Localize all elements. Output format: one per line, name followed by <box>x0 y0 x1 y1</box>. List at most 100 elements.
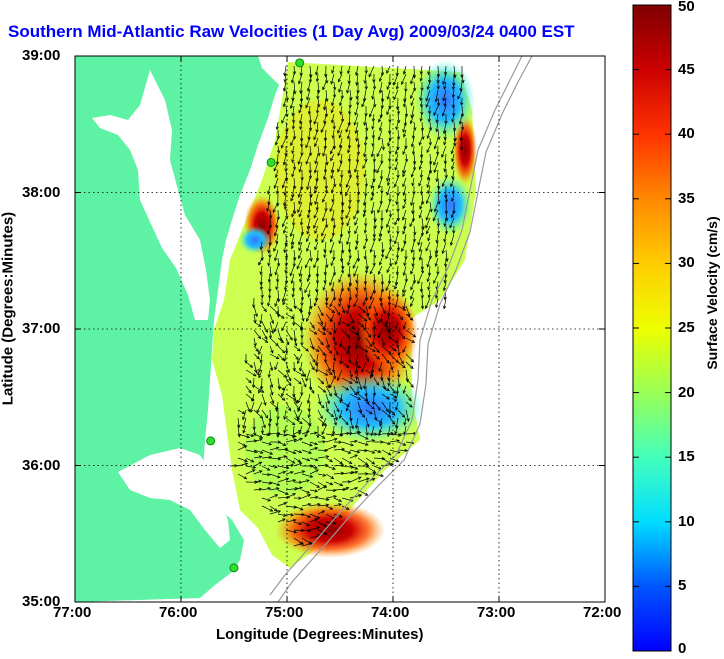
velocity-arrow <box>421 153 423 164</box>
velocity-arrow <box>314 177 319 190</box>
velocity-arrow-head <box>273 167 277 172</box>
velocity-arrow <box>333 321 336 334</box>
velocity-arrow-head <box>339 343 343 348</box>
velocity-arrow <box>387 305 391 316</box>
velocity-arrow <box>349 273 351 286</box>
velocity-arrow-head <box>289 105 294 110</box>
velocity-arrow <box>277 502 287 507</box>
velocity-arrow <box>381 281 384 292</box>
velocity-arrow <box>292 89 295 101</box>
velocity-arrow-head <box>354 425 359 429</box>
velocity-arrow-head <box>283 191 287 196</box>
velocity-arrow <box>338 81 343 93</box>
velocity-arrow-head <box>290 463 295 467</box>
velocity-arrow-head <box>359 409 363 414</box>
velocity-arrow-head <box>338 144 343 149</box>
velocity-arrow-head <box>284 280 289 285</box>
velocity-arrow-head <box>373 254 377 259</box>
velocity-arrow-head <box>254 480 259 484</box>
x-tick-label: 77:00 <box>53 604 92 621</box>
velocity-arrow-head <box>365 436 369 440</box>
velocity-arrow-head <box>354 222 358 226</box>
velocity-arrow-head <box>435 178 439 183</box>
velocity-arrow-head <box>326 344 330 349</box>
velocity-arrow-head <box>242 416 246 421</box>
velocity-arrow-head <box>403 240 407 245</box>
velocity-arrow <box>285 89 288 101</box>
velocity-arrow-head <box>299 310 304 314</box>
velocity-arrow <box>237 445 247 451</box>
velocity-arrow <box>368 297 375 309</box>
velocity-arrow <box>253 433 263 438</box>
velocity-arrow <box>261 449 273 455</box>
velocity-arrow <box>381 273 383 285</box>
velocity-arrow-head <box>298 168 302 173</box>
velocity-arrow-head <box>320 129 324 134</box>
velocity-arrow-head <box>436 223 440 227</box>
velocity-arrow <box>436 113 439 123</box>
velocity-arrow-head <box>303 383 307 388</box>
velocity-arrow-head <box>427 294 431 299</box>
velocity-arrow-head <box>283 433 288 437</box>
velocity-arrow-head <box>428 142 432 146</box>
velocity-arrow <box>397 361 406 369</box>
velocity-arrow <box>331 65 335 74</box>
velocity-arrow <box>395 273 399 285</box>
velocity-arrow-head <box>281 298 285 303</box>
velocity-arrow <box>355 289 359 298</box>
velocity-arrow-head <box>442 305 447 310</box>
velocity-arrow <box>293 201 296 214</box>
velocity-arrow-head <box>293 305 297 310</box>
velocity-arrow <box>317 409 323 419</box>
velocity-arrow-head <box>435 304 439 309</box>
x-tick-label: 76:00 <box>159 604 198 621</box>
velocity-arrow-head <box>411 151 416 155</box>
velocity-arrow-head <box>292 367 296 372</box>
velocity-arrow <box>325 345 332 354</box>
velocity-arrow <box>348 161 351 174</box>
velocity-arrow <box>245 401 251 412</box>
velocity-arrow <box>277 441 286 446</box>
velocity-arrow-head <box>307 136 311 141</box>
velocity-arrow-head <box>378 432 382 436</box>
velocity-arrow <box>245 377 252 384</box>
velocity-arrow-head <box>298 430 302 434</box>
velocity-arrow-head <box>346 431 350 436</box>
velocity-arrow-head <box>298 521 303 526</box>
velocity-arrow <box>341 487 349 491</box>
velocity-arrow <box>325 401 329 412</box>
velocity-arrow-head <box>393 240 398 245</box>
velocity-arrow-head <box>443 223 447 227</box>
velocity-arrow-head <box>296 360 300 365</box>
velocity-arrow <box>356 169 359 179</box>
velocity-arrow-head <box>321 431 325 436</box>
velocity-arrow-head <box>364 492 369 496</box>
velocity-arrow <box>380 289 383 301</box>
velocity-arrow-head <box>256 355 260 360</box>
velocity-arrow-head <box>426 177 431 181</box>
velocity-arrow-head <box>250 409 254 413</box>
velocity-arrow-head <box>345 184 349 188</box>
colorbar-tick-label: 10 <box>678 512 695 530</box>
velocity-arrow <box>403 385 407 394</box>
velocity-arrow-head <box>258 374 262 379</box>
velocity-arrow <box>309 297 312 309</box>
velocity-arrow <box>325 393 330 404</box>
velocity-arrow-head <box>357 365 362 369</box>
velocity-arrow-head <box>292 493 296 497</box>
velocity-arrow <box>309 185 312 198</box>
velocity-arrow <box>348 265 351 277</box>
velocity-arrow-head <box>308 127 313 132</box>
velocity-arrow-head <box>322 153 326 157</box>
velocity-arrow <box>426 209 431 221</box>
velocity-arrow-head <box>321 199 326 203</box>
velocity-arrow <box>293 161 296 170</box>
velocity-arrow <box>444 129 447 140</box>
velocity-arrow <box>443 81 447 90</box>
velocity-arrow-head <box>297 408 301 413</box>
velocity-arrow <box>361 97 367 107</box>
velocity-arrow <box>345 121 351 133</box>
velocity-arrow-head <box>298 381 302 385</box>
velocity-arrow-head <box>402 293 406 298</box>
velocity-arrow <box>405 329 416 338</box>
